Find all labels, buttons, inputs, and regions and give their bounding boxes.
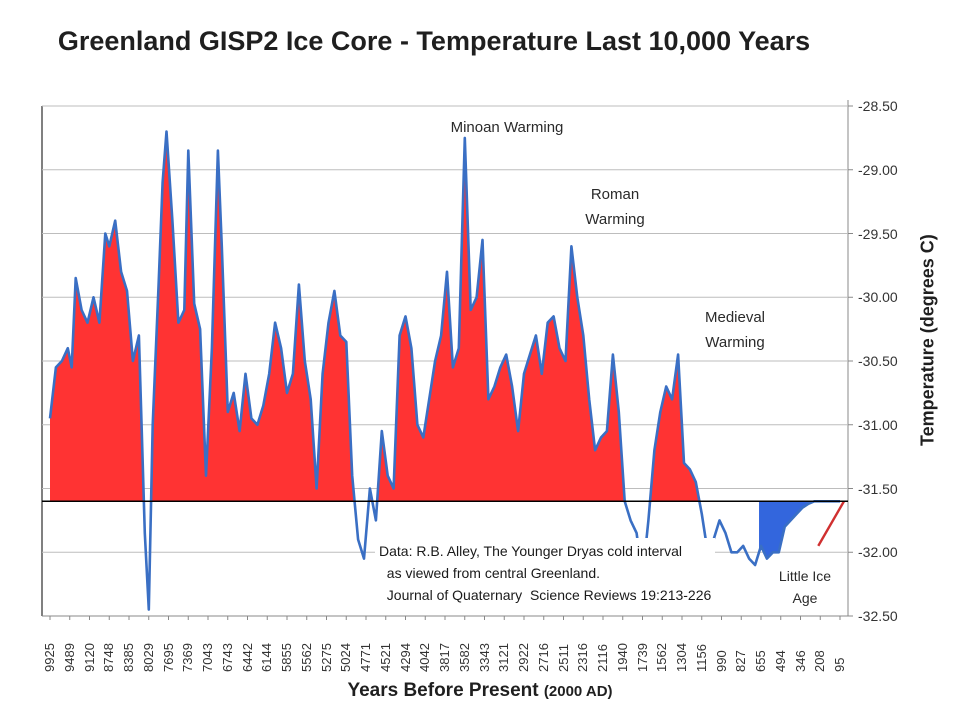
x-tick-label: 9120: [81, 643, 97, 672]
x-tick-label: 7695: [160, 643, 176, 672]
x-tick-label: 4521: [377, 643, 393, 672]
x-tick-label: 3343: [476, 643, 492, 672]
recent-warming-line: [817, 500, 846, 547]
x-tick-label: 5275: [318, 643, 334, 672]
x-tick-label: 5562: [298, 643, 314, 672]
y-tick-label: -28.50: [858, 98, 898, 114]
y-tick-label: -30.00: [858, 289, 898, 306]
source-note: Data: R.B. Alley, The Younger Dryas cold…: [375, 538, 716, 608]
annotation-roman: Roman Warming: [585, 186, 645, 228]
y-tick-label: -32.00: [858, 544, 898, 561]
x-axis-label-suffix: (2000 AD): [543, 683, 613, 700]
x-tick-label: 6743: [219, 643, 235, 672]
x-tick-label: 3121: [496, 643, 512, 672]
source-note-line: Journal of Quaternary Science Reviews 19…: [379, 587, 712, 603]
x-tick-label: 5855: [279, 643, 294, 672]
x-tick-label: 2316: [575, 643, 591, 672]
area-below-baseline: [759, 501, 840, 559]
x-tick-label: 7369: [180, 643, 196, 672]
x-tick-label: 4771: [358, 643, 373, 672]
x-tick-label: 8029: [140, 643, 156, 672]
annotation-medieval: Medieval Warming: [704, 309, 766, 351]
x-axis-label: Years Before Present (2000 AD): [0, 680, 960, 702]
annotation-minoan: Minoan Warming: [450, 119, 564, 136]
area-above-baseline: [50, 131, 840, 502]
y-tick-label: -29.50: [858, 225, 898, 242]
x-tick-label: 8748: [101, 643, 117, 672]
x-tick-label: 9489: [61, 643, 77, 672]
x-tick-label: 95: [832, 657, 847, 672]
x-tick-label: 827: [733, 650, 749, 672]
x-tick-label: 1940: [614, 643, 630, 672]
x-tick-label: 5024: [338, 643, 354, 672]
y-tick-label: -32.50: [858, 608, 898, 624]
x-tick-label: 2922: [516, 643, 531, 672]
temperature-line: [48, 130, 840, 611]
y-tick-label: -29.00: [858, 161, 898, 178]
y-tick-label: -30.50: [858, 353, 898, 369]
x-tick-label: 4042: [417, 643, 433, 672]
x-tick-label: 7043: [200, 643, 215, 672]
x-tick-label: 1156: [693, 644, 709, 672]
y-axis-label: Temperature (degrees C): [917, 234, 938, 446]
y-tick-label: -31.50: [858, 480, 898, 497]
x-axis-label-main: Years Before Present: [347, 680, 539, 701]
x-tick-label: 346: [792, 650, 808, 672]
source-note-line: as viewed from central Greenland.: [379, 565, 600, 581]
x-tick-label: 1562: [654, 643, 670, 672]
x-tick-label: 3582: [456, 643, 472, 672]
y-tick-label: -31.00: [858, 416, 898, 433]
x-tick-label: 208: [812, 650, 828, 672]
x-tick-label: 2716: [535, 643, 551, 672]
annotation-little-ice-age: Little Ice Age: [778, 568, 832, 606]
x-tick-label: 2116: [595, 644, 610, 672]
x-tick-label: 4294: [397, 643, 413, 672]
x-tick-label: 3817: [437, 643, 452, 672]
source-note-line: Data: R.B. Alley, The Younger Dryas cold…: [379, 543, 682, 559]
x-tick-label: 1304: [674, 643, 689, 672]
x-tick-label: 6144: [259, 643, 275, 672]
x-tick-label: 1739: [634, 643, 650, 672]
chart-title: Greenland GISP2 Ice Core - Temperature L…: [57, 26, 811, 56]
x-tick-label: 6442: [239, 643, 255, 672]
x-tick-label: 2511: [555, 644, 571, 672]
x-tick-label: 494: [772, 650, 788, 672]
x-tick-label: 655: [753, 650, 768, 672]
x-tick-label: 9925: [42, 643, 57, 672]
x-tick-label: 990: [713, 650, 729, 672]
x-tick-label: 8385: [121, 643, 136, 672]
